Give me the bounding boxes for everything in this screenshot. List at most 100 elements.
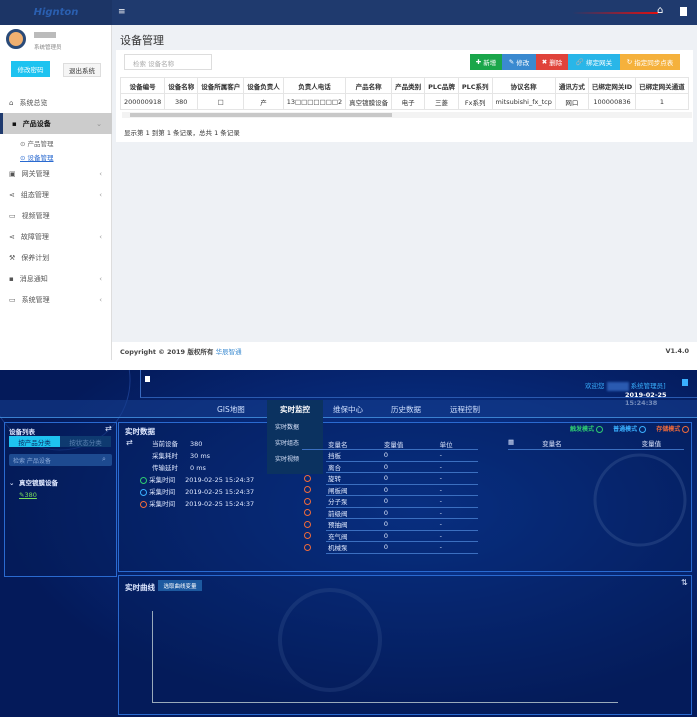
document-icon[interactable] [680,7,687,16]
table-cell: Fx系列 [457,93,493,110]
column-header[interactable]: 设备负责人 [243,77,284,94]
bind-gateway-button[interactable]: 🔗 绑定网关 [568,54,620,70]
realtime-data-title: 实时数据 [125,427,155,436]
dropdown-realtime-data[interactable]: 实时数据 [275,423,300,431]
home-icon[interactable]: ⌂ [657,5,664,16]
search-input[interactable]: 检索 设备名称 [124,54,212,70]
dropdown-realtime-video[interactable]: 实时视频 [275,455,300,463]
mode-toggle[interactable]: 存储模式 [656,424,690,433]
nav-remote-control[interactable]: 远程控制 [450,404,480,414]
nav-history-data[interactable]: 历史数据 [391,404,421,414]
device-list-title: 设备列表 [9,428,35,436]
scrollbar-thumb[interactable] [130,113,392,117]
table-cell: 电子 [391,93,426,110]
sidebar-item-products[interactable]: ▪ 产品设备 ⌄ [0,113,112,134]
column-header[interactable]: PLC系列 [457,77,493,94]
device-380-link[interactable]: ✎380 [19,491,37,499]
storage-mode-icon [304,474,311,482]
variable-row: 前级阀 0- [302,507,478,519]
sidebar-item-messages[interactable]: ▪ 消息通知 ‹ [9,274,102,283]
sidebar-item-overview[interactable]: ⌂ 系统总览 [9,98,48,107]
variable-table: 变量名 变量值 单位 挡板 0- 离合 0- 旋转 0- 闸板阀 0- 分子泵 0- 前级阀 0- 预抽阀 0-… [302,438,478,554]
column-header[interactable]: 设备名称 [164,77,199,94]
table-row[interactable]: 200000918 380 □ 产 13□□□□□□□2 真空镀膜设备 电子 三菱 Fx系列 mi… [120,93,689,110]
mode-toggle[interactable]: 普通模式 [613,424,647,433]
change-password-button[interactable]: 修改密码 [11,61,50,77]
table-cell: 100000836 [587,93,637,110]
book-icon: ▪ [12,119,17,128]
realtime-info: 当前设备 380 采集耗时 30 ms 传输延时 0 ms 采集时间 2019-02-25 … [140,438,254,510]
table-cell: 产 [243,93,284,110]
tab-by-status[interactable]: 按状态分类 [60,436,111,447]
menu-grid-icon[interactable] [682,379,688,386]
sidebar-item-scada[interactable]: ⋖ 组态管理 ‹ [9,190,102,199]
chevron-left-icon: ‹ [99,190,102,199]
sync-points-button[interactable]: ↻ 指定同步点表 [620,54,680,70]
select-curve-variables-button[interactable]: 选取曲线变量 [158,580,202,591]
sidebar-item-video[interactable]: ▭ 视频管理 [9,211,50,220]
column-header[interactable]: 负责人电话 [282,77,347,94]
nav-maintenance-center[interactable]: 维保中心 [333,404,363,414]
search-icon[interactable]: ⌕ [102,455,106,463]
variable-row: 预抽阀 0- [302,518,478,531]
sidebar-item-maintenance[interactable]: ⚒ 保养计划 [9,253,50,262]
sidebar-item-fault[interactable]: ⋖ 故障管理 ‹ [9,232,102,241]
table-cell: 真空镀膜设备 [345,93,393,110]
realtime-curve-panel [118,575,692,715]
table-cell: mitsubishi_fx_tcp [491,93,556,110]
column-header[interactable]: 设备所属客户 [197,77,245,94]
submenu-product-management[interactable]: ⊙ 产品管理 [20,140,54,148]
column-header[interactable]: 协议名称 [491,77,556,94]
column-header[interactable]: 产品类别 [391,77,426,94]
table-cell: 380 [164,93,199,110]
submenu-device-management[interactable]: ⊙ 设备管理 [20,154,54,162]
device-group[interactable]: ⌄ 真空镀膜设备 [9,479,58,487]
storage-mode-icon [304,520,311,528]
mode-legend: 触发模式 普通模式 存储模式 [570,424,690,433]
menu-toggle-icon[interactable]: ≡ [118,7,126,17]
delete-button[interactable]: ✖ 删除 [536,54,568,70]
sort-icon[interactable]: ⇅ [681,578,688,587]
mode-icon [639,426,647,433]
column-header[interactable]: 产品名称 [345,77,393,94]
document-icon[interactable] [145,376,150,382]
logout-button[interactable]: 退出系统 [63,63,101,77]
grid-icon[interactable]: ▦ [508,438,515,446]
variable-row: 旋转 0- [302,472,478,485]
collect-time-row: 采集时间 2019-02-25 15:24:37 [140,474,254,486]
nav-realtime-monitor[interactable]: 实时监控 [267,400,323,418]
device-search-input[interactable]: 检索 产品设备 [9,454,112,466]
horizontal-scrollbar[interactable] [122,112,692,118]
swap-icon[interactable]: ⇄ [105,424,112,433]
info-row: 采集耗时 30 ms [152,452,211,460]
mode-icon [682,426,690,433]
column-header[interactable]: PLC品牌 [424,77,459,94]
nav-gis-map[interactable]: GIS地图 [217,404,245,414]
edit-button[interactable]: ✎ 修改 [502,54,536,70]
storage-mode-icon [304,532,311,540]
sidebar-item-system[interactable]: ▭ 系统管理 ‹ [9,295,102,304]
company-link[interactable]: 华辰智通 [215,348,242,356]
chevron-left-icon: ‹ [99,274,102,283]
monitor-header [140,370,697,398]
user-role: 系统管理员 [34,45,62,51]
table-cell: 1 [635,93,689,110]
page-title: 设备管理 [120,34,164,47]
column-header[interactable]: 通讯方式 [554,77,589,94]
variable-row: 机械泵 0- [302,541,478,554]
tab-by-product[interactable]: 按产品分类 [9,436,60,447]
status-icon [140,476,147,484]
sidebar-item-gateway[interactable]: ▣ 网关管理 ‹ [9,169,102,178]
dropdown-realtime-scada[interactable]: 实时组态 [275,439,300,447]
column-header[interactable]: 已绑定网关通道 [635,77,689,94]
sidebar [0,25,112,360]
mode-toggle[interactable]: 触发模式 [570,424,604,433]
column-header[interactable]: 已绑定网关ID [587,77,637,94]
swap-icon[interactable]: ⇄ [126,438,133,447]
add-button[interactable]: ✚ 新增 [470,54,502,70]
monitor-icon: ▭ [9,211,16,220]
version: V1.4.0 [665,347,689,355]
chevron-left-icon: ‹ [99,295,102,304]
column-header[interactable]: 设备编号 [120,77,166,94]
chevron-left-icon: ‹ [99,169,102,178]
